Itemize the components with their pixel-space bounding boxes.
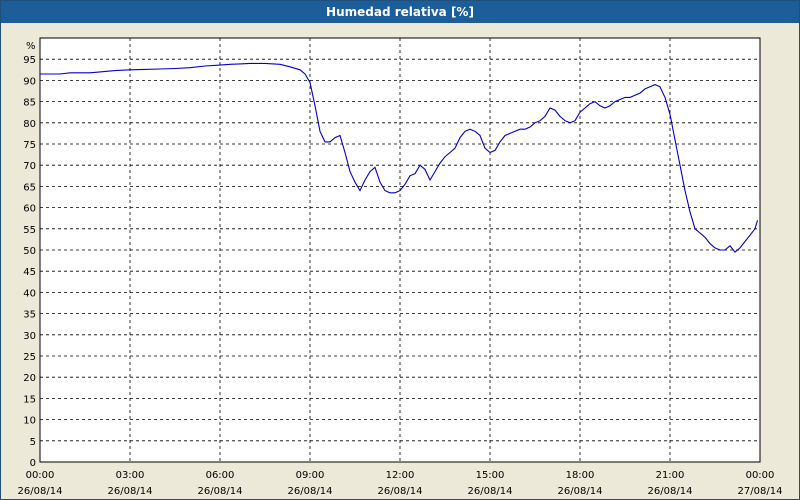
y-tick-label: 55 (23, 225, 36, 236)
x-tick-date: 27/08/14 (738, 486, 783, 497)
y-tick-label: 70 (23, 161, 36, 172)
y-tick-label: 15 (23, 394, 36, 405)
x-tick-date: 26/08/14 (108, 486, 153, 497)
x-tick-time: 15:00 (476, 470, 505, 481)
y-tick-label: 95 (23, 55, 36, 66)
y-tick-label: 85 (23, 98, 36, 109)
x-tick-time: 03:00 (116, 470, 145, 481)
x-tick-date: 26/08/14 (648, 486, 693, 497)
x-tick-date: 26/08/14 (468, 486, 513, 497)
y-tick-label: 75 (23, 140, 36, 151)
x-tick-time: 12:00 (386, 470, 415, 481)
grid-lines (40, 38, 760, 462)
y-tick-label: 65 (23, 182, 36, 193)
y-axis: 0 5 10 15 20 25 30 35 40 45 50 55 60 65 70 75 80 85 90 95 (23, 55, 36, 469)
x-tick-date: 26/08/14 (558, 486, 603, 497)
y-tick-label: 5 (30, 437, 36, 448)
x-tick-date: 26/08/14 (18, 486, 63, 497)
x-tick-time: 18:00 (566, 470, 595, 481)
y-tick-label: 30 (23, 331, 36, 342)
x-tick-date: 26/08/14 (288, 486, 333, 497)
x-tick-time: 00:00 (26, 470, 55, 481)
y-tick-label: 35 (23, 310, 36, 321)
series-line (40, 62, 759, 253)
y-tick-label: 0 (30, 458, 36, 469)
y-tick-label: 20 (23, 373, 36, 384)
window-title: Humedad relativa [%] (1, 1, 799, 23)
x-tick-date: 26/08/14 (378, 486, 423, 497)
x-axis: 00:00 26/08/14 03:00 26/08/14 06:00 26/08/14 0… (18, 470, 783, 497)
x-tick-date: 26/08/14 (198, 486, 243, 497)
x-tick-time: 06:00 (206, 470, 235, 481)
y-tick-label: 60 (23, 204, 36, 215)
y-tick-label: 25 (23, 352, 36, 363)
y-axis-label: % (26, 41, 36, 52)
x-tick-time: 21:00 (656, 470, 685, 481)
y-tick-label: 45 (23, 267, 36, 278)
x-tick-time: 09:00 (296, 470, 325, 481)
y-tick-label: 80 (23, 119, 36, 130)
y-tick-label: 10 (23, 416, 36, 427)
y-tick-label: 40 (23, 288, 36, 299)
y-tick-label: 50 (23, 246, 36, 257)
x-tick-time: 00:00 (746, 470, 775, 481)
y-tick-label: 90 (23, 76, 36, 87)
